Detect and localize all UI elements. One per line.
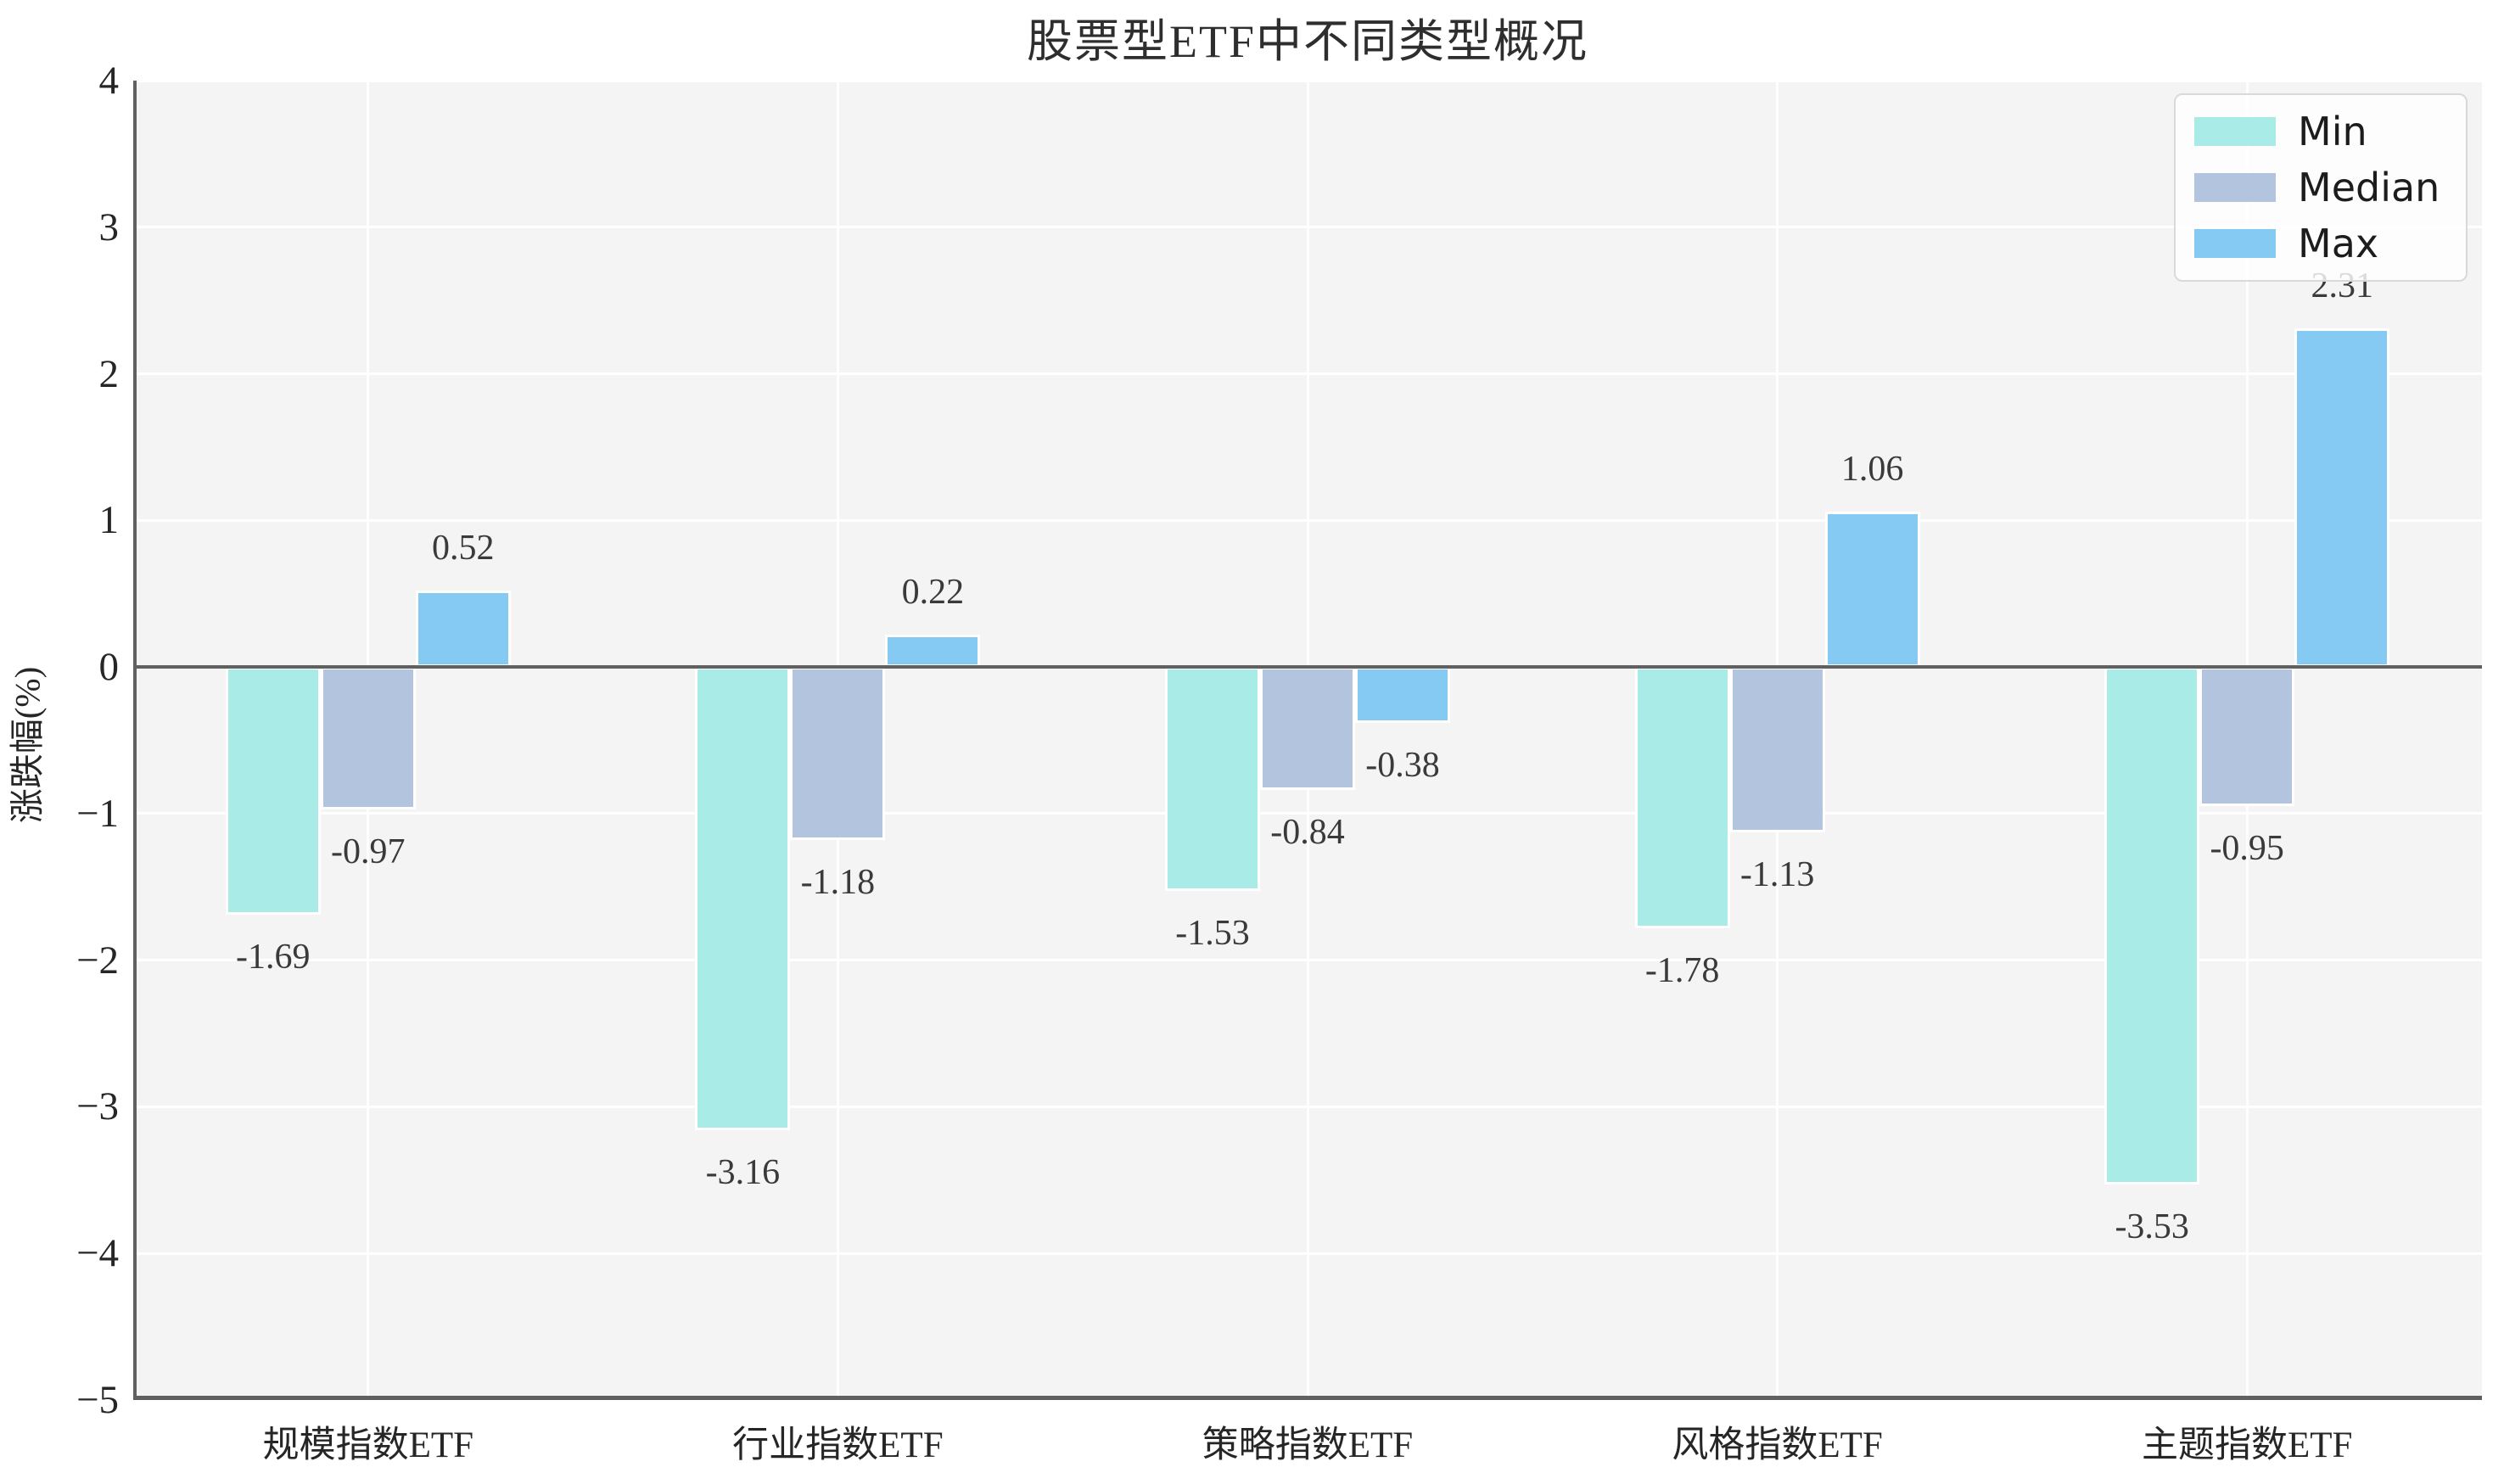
bar-min-1: [695, 667, 791, 1131]
legend-item-median: Median: [2194, 166, 2447, 209]
bar-max-0: [415, 591, 511, 668]
bar-value-label-median-3: -1.13: [1739, 855, 1815, 895]
bar-value-label-min-4: -3.53: [2115, 1207, 2189, 1247]
bottom-axis-spine: [133, 1396, 2482, 1400]
x-tick-label-3: 风格指数ETF: [1672, 1425, 1883, 1465]
legend-label-max: Max: [2298, 221, 2379, 266]
bar-value-label-median-2: -0.84: [1270, 813, 1345, 853]
bar-value-label-max-1: 0.22: [901, 573, 965, 613]
bar-min-2: [1165, 667, 1260, 892]
x-tick-label-0: 规模指数ETF: [262, 1425, 474, 1465]
y-tick-label: −2: [76, 938, 119, 983]
bar-value-label-median-1: -1.18: [800, 862, 876, 902]
bar-value-label-min-3: -1.78: [1644, 950, 1720, 990]
legend-label-median: Median: [2298, 165, 2440, 210]
legend-label-min: Min: [2298, 109, 2367, 154]
y-tick-label: 3: [98, 204, 120, 249]
bar-median-4: [2199, 667, 2295, 807]
legend-item-max: Max: [2194, 222, 2447, 265]
y-tick-label: −1: [76, 791, 119, 836]
x-tick-label-2: 策略指数ETF: [1202, 1425, 1414, 1465]
x-tick-label-1: 行业指数ETF: [732, 1425, 944, 1465]
bar-value-label-median-0: -0.97: [331, 832, 406, 871]
bar-value-label-max-2: -0.38: [1365, 745, 1440, 785]
bar-min-3: [1634, 667, 1730, 928]
y-tick-label: 4: [98, 59, 120, 103]
bar-max-4: [2294, 328, 2390, 668]
y-tick-label: 0: [98, 645, 120, 690]
x-tick-label-4: 主题指数ETF: [2141, 1425, 2353, 1465]
bar-median-1: [790, 667, 886, 840]
bar-median-2: [1260, 667, 1355, 791]
bar-value-label-max-0: 0.52: [432, 529, 495, 568]
y-tick-label: −5: [76, 1378, 119, 1422]
bar-min-0: [225, 667, 321, 916]
left-axis-spine: [133, 81, 137, 1400]
bar-median-0: [320, 667, 416, 809]
zero-line: [133, 665, 2482, 669]
legend-swatch-max: [2194, 229, 2276, 258]
bar-value-label-min-1: -3.16: [705, 1153, 781, 1193]
legend-swatch-median: [2194, 173, 2276, 202]
legend-swatch-min: [2194, 117, 2276, 146]
bar-min-4: [2104, 667, 2200, 1184]
chart-title: 股票型ETF中不同类型概况: [1026, 16, 1588, 67]
y-tick-label: −3: [76, 1084, 119, 1129]
legend: Min Median Max: [2174, 93, 2468, 282]
bar-value-label-median-4: -0.95: [2210, 829, 2284, 869]
bar-median-3: [1729, 667, 1825, 833]
y-tick-label: 1: [98, 498, 120, 543]
bar-max-1: [885, 635, 981, 668]
y-tick-label: −4: [76, 1231, 119, 1276]
bar-value-label-max-3: 1.06: [1840, 449, 1904, 489]
bar-max-2: [1355, 667, 1450, 723]
plot-area: -1.69 -3.16 -1.53 -1.78 -3.53 -0.97 -1.18 -0.84…: [133, 79, 2482, 1402]
bar-max-3: [1824, 511, 1920, 668]
bar-value-label-min-2: -1.53: [1175, 914, 1250, 954]
y-tick-label: 2: [98, 351, 120, 396]
gridline-h: [133, 1398, 2482, 1402]
bar-value-label-min-0: -1.69: [236, 938, 311, 977]
legend-item-min: Min: [2194, 110, 2447, 153]
